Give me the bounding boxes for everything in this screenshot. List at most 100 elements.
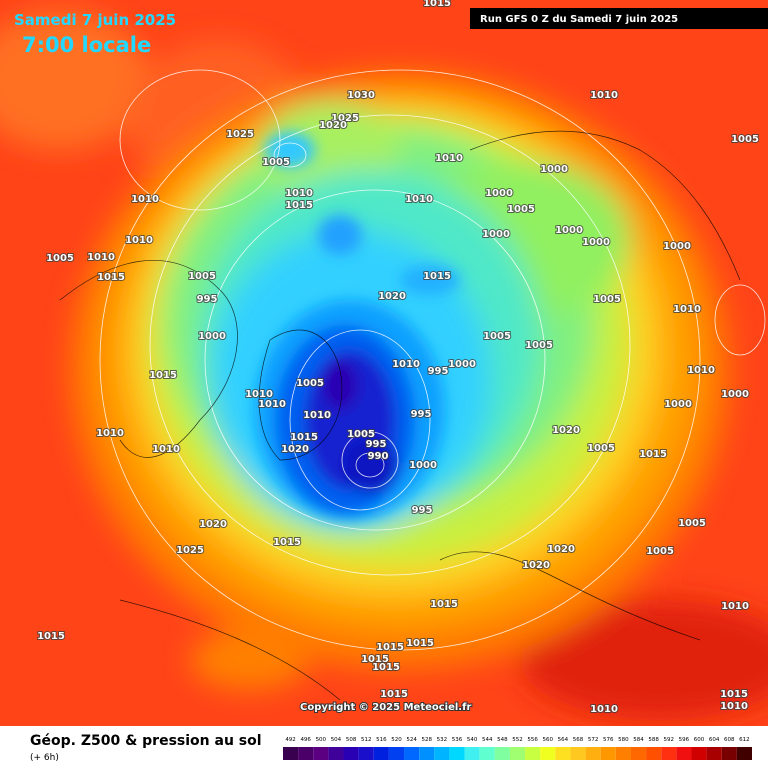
isobar-label: 1015 <box>149 370 177 381</box>
scale-swatch <box>373 747 389 760</box>
isobar-label: 1005 <box>525 340 553 351</box>
isobar-label: 1010 <box>245 389 273 400</box>
isobar-label: 1010 <box>590 704 618 715</box>
time-label: 7:00 locale <box>22 33 151 57</box>
scale-swatch <box>494 747 510 760</box>
scale-label: 612 <box>739 737 750 743</box>
scale-label: 512 <box>361 737 372 743</box>
isobar-label: 1010 <box>590 90 618 101</box>
isobar-label: 1010 <box>96 428 124 439</box>
isobar-label: 1010 <box>392 359 420 370</box>
scale-swatch <box>343 747 359 760</box>
isobar-label: 1015 <box>285 200 313 211</box>
scale-swatch <box>509 747 526 760</box>
scale-label: 580 <box>618 737 629 743</box>
scale-label: 556 <box>527 737 538 743</box>
isobar-label: 1005 <box>262 157 290 168</box>
scale-label: 508 <box>346 737 357 743</box>
isobar-label: 1010 <box>285 188 313 199</box>
isobar-label: 1020 <box>522 560 550 571</box>
scale-swatch <box>404 747 420 760</box>
scale-swatch <box>706 747 722 760</box>
isobar-label: 1000 <box>448 359 476 370</box>
isobar-label: 995 <box>412 505 433 516</box>
isobar-label: 1005 <box>483 331 511 342</box>
scale-label: 492 <box>285 737 296 743</box>
isobar-label: 1000 <box>540 164 568 175</box>
isobar-label: 1010 <box>152 444 180 455</box>
scale-label: 520 <box>391 737 402 743</box>
isobar-label: 1010 <box>87 252 115 263</box>
scale-swatch <box>555 747 571 760</box>
legend-title: Géop. Z500 & pression au sol <box>30 733 262 749</box>
scale-label: 564 <box>558 737 569 743</box>
isobar-label: 1000 <box>555 225 583 236</box>
isobar-label: 1015 <box>372 662 400 673</box>
isobar-label: 1020 <box>281 444 309 455</box>
map-field <box>0 0 768 726</box>
isobar-label: 1010 <box>687 365 715 376</box>
isobar-label: 1005 <box>296 378 324 389</box>
isobar-label: 1000 <box>664 399 692 410</box>
isobar-label: 1010 <box>720 701 748 712</box>
isobar-label: 1020 <box>378 291 406 302</box>
scale-swatch <box>540 747 556 760</box>
isobar-label: 1010 <box>405 194 433 205</box>
isobar-label: 1015 <box>639 449 667 460</box>
scale-label: 528 <box>421 737 432 743</box>
scale-label: 516 <box>376 737 387 743</box>
date-label: Samedi 7 juin 2025 <box>14 11 176 29</box>
isobar-label: 1005 <box>188 271 216 282</box>
isobar-label: 1030 <box>347 90 375 101</box>
isobar-label: 1020 <box>552 425 580 436</box>
isobar-label: 1010 <box>673 304 701 315</box>
scale-swatch <box>661 747 677 760</box>
scale-swatch <box>419 747 435 760</box>
scale-label: 572 <box>588 737 599 743</box>
copyright: Copyright © 2025 Meteociel.fr <box>300 702 471 713</box>
scale-label: 540 <box>467 737 478 743</box>
scale-label: 596 <box>679 737 690 743</box>
scale-label: 548 <box>497 737 508 743</box>
isobar-label: 1015 <box>97 272 125 283</box>
scale-label: 592 <box>664 737 675 743</box>
isobar-label: 1005 <box>507 204 535 215</box>
isobar-label: 1010 <box>125 235 153 246</box>
scale-label: 536 <box>452 737 463 743</box>
scale-label: 544 <box>482 737 493 743</box>
scale-swatch <box>464 747 480 760</box>
isobar-label: 995 <box>428 366 449 377</box>
isobar-label: 1010 <box>721 601 749 612</box>
isobar-label: 1005 <box>593 294 621 305</box>
scale-swatch <box>283 747 299 760</box>
scale-swatch <box>479 747 495 760</box>
isobar-label: 1005 <box>46 253 74 264</box>
scale-label: 584 <box>633 737 644 743</box>
isobar-label: 1015 <box>361 654 389 665</box>
scale-label: 568 <box>573 737 584 743</box>
scale-label: 496 <box>300 737 311 743</box>
isobar-label: 1025 <box>176 545 204 556</box>
scale-swatch <box>646 747 662 760</box>
isobar-label: 1000 <box>198 331 226 342</box>
scale-label: 600 <box>694 737 705 743</box>
isobar-label: 1010 <box>131 194 159 205</box>
isobar-label: 1000 <box>482 229 510 240</box>
isobar-label: 1015 <box>273 537 301 548</box>
scale-label: 532 <box>437 737 448 743</box>
run-box <box>470 8 768 29</box>
isobar-label: 995 <box>197 294 218 305</box>
scale-swatch <box>313 747 329 760</box>
scale-label: 560 <box>543 737 554 743</box>
scale-label: 608 <box>724 737 735 743</box>
isobar-label: 1000 <box>582 237 610 248</box>
scale-swatch <box>630 747 647 760</box>
isobar-label: 1015 <box>423 271 451 282</box>
isobar-label: 1000 <box>663 241 691 252</box>
isobar-label: 1025 <box>331 113 359 124</box>
scale-swatch <box>388 747 405 760</box>
isobar-label: 1025 <box>226 129 254 140</box>
scale-swatch <box>570 747 586 760</box>
scale-label: 552 <box>512 737 523 743</box>
